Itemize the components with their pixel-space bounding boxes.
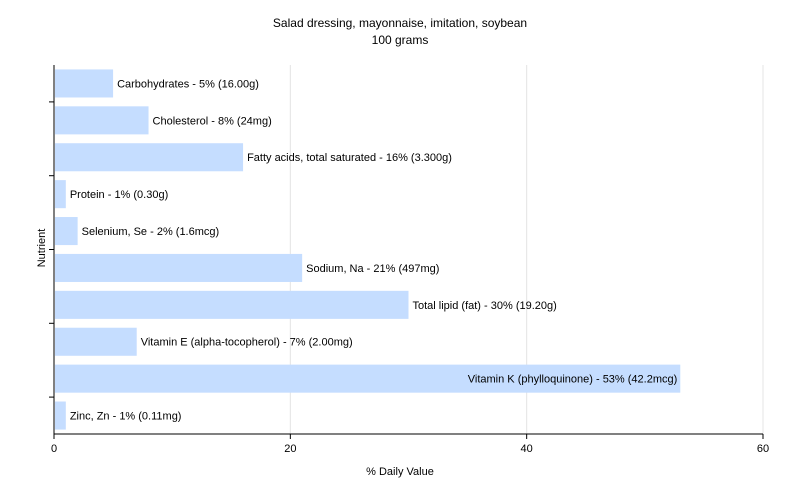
bar [55,290,409,319]
bar [55,253,303,282]
bar [55,180,66,209]
x-tick-label: 20 [284,443,296,455]
bar [55,69,114,98]
x-tick-label: 40 [521,443,533,455]
bar-label: Zinc, Zn - 1% (0.11mg) [70,410,182,422]
bar [55,327,137,356]
y-axis-label: Nutrient [36,228,48,268]
bar [55,401,66,430]
chart-title: Salad dressing, mayonnaise, imitation, s… [272,16,528,30]
x-axis-label: % Daily Value [366,466,434,478]
bar-label: Cholesterol - 8% (24mg) [153,115,272,127]
bar [55,217,78,246]
bar-label: Fatty acids, total saturated - 16% (3.30… [247,152,452,164]
bar [55,143,244,172]
x-tick-label: 60 [757,443,769,455]
bar-label: Total lipid (fat) - 30% (19.20g) [413,300,557,312]
bar-label: Vitamin E (alpha-tocopherol) - 7% (2.00m… [141,337,353,349]
bar-label: Protein - 1% (0.30g) [70,189,168,201]
bar-label: Vitamin K (phylloquinone) - 53% (42.2mcg… [468,374,678,386]
bar [55,106,149,135]
chart-subtitle: 100 grams [371,33,429,47]
x-tick-label: 0 [51,443,57,455]
bar-label: Sodium, Na - 21% (497mg) [306,263,439,275]
bar-label: Selenium, Se - 2% (1.6mcg) [82,226,220,238]
bar [55,364,681,393]
bar-label: Carbohydrates - 5% (16.00g) [117,78,259,90]
